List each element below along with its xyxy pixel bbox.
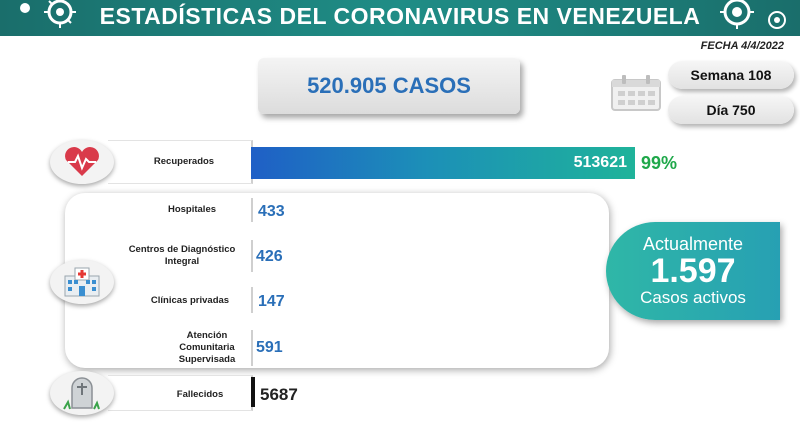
tombstone-icon: [63, 377, 100, 410]
facility-value-clinicas: 147: [258, 293, 285, 310]
facility-label-clinicas: Clínicas privadas: [150, 295, 230, 306]
header-banner: ESTADÍSTICAS DEL CORONAVIRUS EN VENEZUEL…: [0, 0, 800, 36]
facilities-separator: [251, 240, 253, 272]
heart-icon: [65, 147, 99, 176]
active-cases-caption: Actualmente: [642, 234, 744, 254]
facility-label-comunitaria: Atención Comunitaria Supervisada: [178, 330, 236, 365]
recovered-percent: 99%: [641, 153, 678, 173]
heart-icon-oval: [50, 140, 114, 184]
week-pill: Semana 108: [668, 61, 794, 89]
facility-value-comunitaria: 591: [256, 339, 283, 356]
deaths-label-box: [108, 375, 253, 411]
calendar-icon: [611, 75, 661, 111]
facility-value-cdi: 426: [256, 248, 283, 265]
page-title: ESTADÍSTICAS DEL CORONAVIRUS EN VENEZUEL…: [99, 3, 701, 29]
day-pill: Día 750: [668, 96, 794, 124]
facility-value-hospitales: 433: [258, 203, 285, 220]
facilities-separator: [251, 198, 253, 222]
hospital-icon: [64, 267, 100, 297]
hospital-icon-oval: [50, 260, 114, 304]
deaths-value: 5687: [260, 385, 298, 404]
active-cases-label: Casos activos: [640, 288, 746, 307]
recovered-bar: 513621: [251, 147, 635, 179]
facilities-separator: [251, 287, 253, 313]
recovered-value: 513621: [573, 154, 627, 171]
recovered-label: Recuperados: [153, 156, 215, 167]
deaths-marker: [251, 377, 255, 407]
active-cases-badge: Actualmente 1.597 Casos activos: [606, 222, 780, 320]
facility-label-hospitales: Hospitales: [167, 204, 217, 215]
facilities-separator: [251, 330, 253, 366]
virus-icon: [720, 0, 786, 29]
report-date: FECHA 4/4/2022: [700, 40, 784, 52]
active-cases-number: 1.597: [650, 252, 736, 290]
deaths-label: Fallecidos: [176, 389, 224, 400]
total-cases-box: 520.905 CASOS: [258, 58, 520, 114]
facilities-panel: [65, 193, 609, 368]
tombstone-icon-oval: [50, 371, 114, 415]
facility-label-cdi: Centros de Diagnóstico Integral: [128, 244, 236, 267]
virus-icon: [20, 0, 76, 28]
